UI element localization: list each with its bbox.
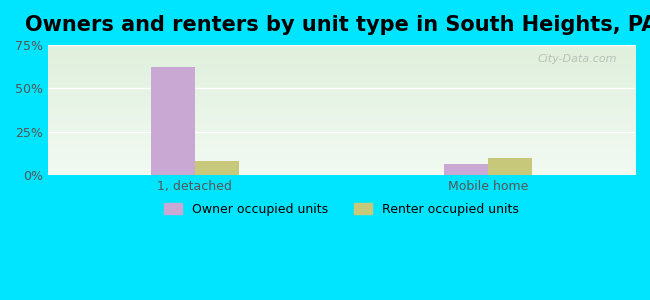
Text: City-Data.com: City-Data.com <box>538 54 617 64</box>
Bar <box>488 158 532 175</box>
Legend: Owner occupied units, Renter occupied units: Owner occupied units, Renter occupied un… <box>159 198 524 220</box>
Bar <box>151 68 194 175</box>
Title: Owners and renters by unit type in South Heights, PA: Owners and renters by unit type in South… <box>25 15 650 35</box>
Bar <box>194 161 239 175</box>
Bar <box>444 164 488 175</box>
